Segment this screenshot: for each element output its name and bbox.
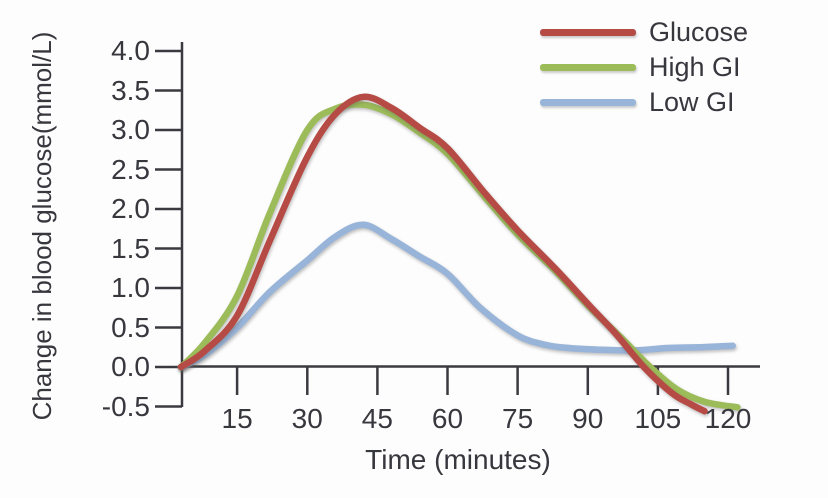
legend-label-glucose: Glucose [649, 17, 749, 47]
y-tick-label: 1.0 [111, 272, 150, 303]
legend-swatch-low-gi [540, 99, 636, 106]
y-tick-label: 2.0 [111, 193, 150, 224]
y-tick-label: 4.0 [111, 35, 150, 66]
y-tick-label: 2.5 [111, 153, 150, 185]
y-axis-ticks [155, 49, 182, 408]
legend-item-high-gi: High GI [540, 50, 748, 85]
x-tick-label: 60 [431, 403, 464, 434]
curve-glucose [177, 93, 708, 415]
y-tick-label: 0.5 [111, 311, 150, 343]
legend: Glucose High GI Low GI [540, 15, 748, 120]
legend-item-low-gi: Low GI [540, 85, 748, 120]
y-tick-label: 1.5 [111, 232, 150, 264]
x-tick-label: 105 [634, 403, 682, 434]
x-tick-label: 75 [502, 403, 534, 434]
legend-item-glucose: Glucose [540, 15, 748, 50]
legend-swatch-glucose [540, 29, 636, 36]
legend-label-low-gi: Low GI [649, 87, 735, 117]
curve-high-gi [177, 101, 741, 411]
x-tick-label: 45 [361, 403, 393, 434]
y-tick-label: 3.5 [111, 74, 150, 106]
x-tick-label: 15 [221, 403, 253, 434]
x-axis-title: Time (minutes) [365, 444, 551, 475]
x-tick-label: 120 [704, 403, 752, 434]
y-tick-label: -0.5 [101, 390, 150, 422]
curve-low-gi [177, 221, 736, 371]
x-tick-label: 90 [572, 403, 604, 434]
y-tick-label: 0.0 [111, 351, 150, 382]
y-tick-label: 3.0 [111, 114, 150, 145]
x-tick-label: 30 [291, 403, 323, 434]
y-axis-title: Change in blood glucose(mmol/L) [27, 31, 57, 421]
legend-label-high-gi: High GI [649, 52, 741, 82]
legend-swatch-high-gi [540, 64, 636, 71]
